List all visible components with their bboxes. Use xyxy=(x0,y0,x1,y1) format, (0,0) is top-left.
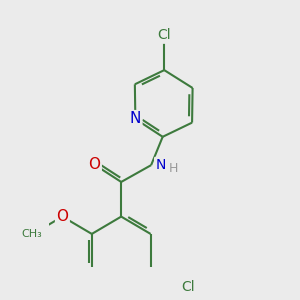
Text: N: N xyxy=(130,111,141,126)
Text: Cl: Cl xyxy=(181,280,195,294)
Text: Cl: Cl xyxy=(158,28,171,43)
Text: N: N xyxy=(155,158,166,172)
Text: O: O xyxy=(88,157,101,172)
Text: H: H xyxy=(169,162,178,175)
Text: O: O xyxy=(56,209,68,224)
Text: CH₃: CH₃ xyxy=(22,229,42,239)
